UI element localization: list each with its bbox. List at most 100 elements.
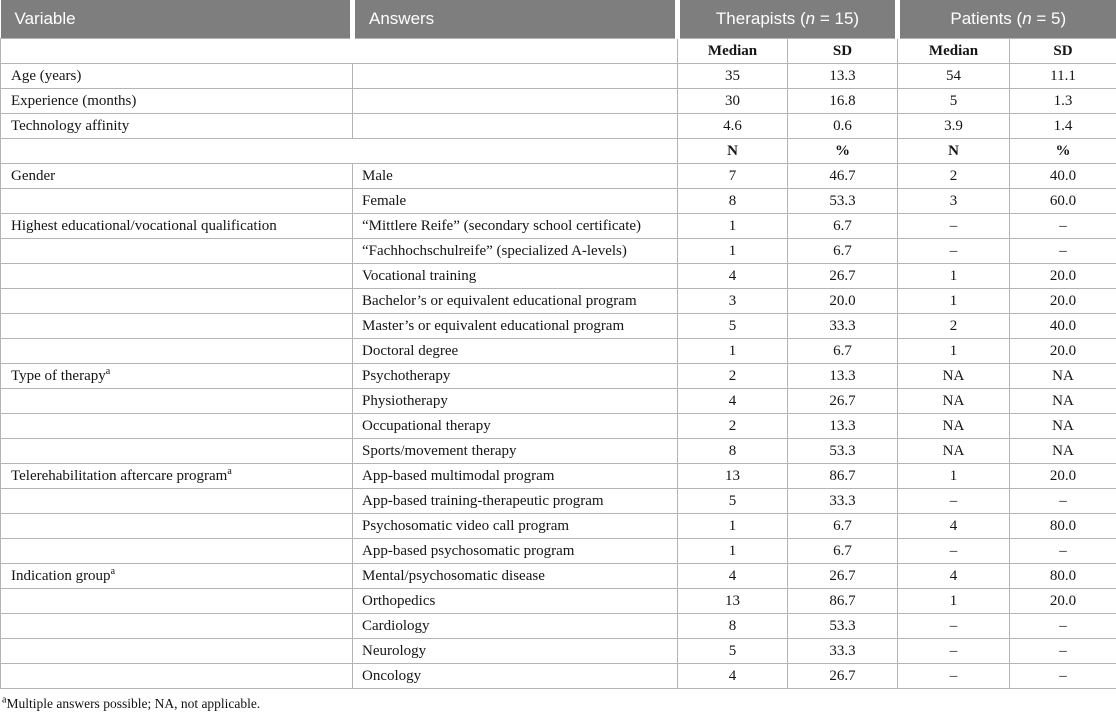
therapists-label-post: = 15) [815,9,860,28]
variable-cell [0,588,353,614]
value-cell: NA [1009,388,1116,414]
table-body: Median SD Median SD Age (years) 35 13.3 54 11.1 E… [0,38,1116,689]
value-cell: 2 [897,313,1011,339]
value-cell: 1.3 [1009,88,1116,114]
value-cell: 8 [677,438,788,464]
value-cell: 8 [677,188,788,214]
value-cell: 8 [677,613,788,639]
variable-footnote-sup: a [110,566,116,577]
row-spacer-cell [0,138,678,164]
table-row: Gender Male 7 46.7 2 40.0 [0,163,1116,189]
value-cell: NA [897,413,1011,439]
variable-cell: Highest educational/vocational qualifica… [0,213,353,239]
answer-cell: Psychosomatic video call program [352,513,678,539]
table-row: Female 8 53.3 3 60.0 [0,188,1116,214]
value-cell: – [1009,488,1116,514]
answer-cell: Vocational training [352,263,678,289]
value-cell: 53.3 [786,613,899,639]
answer-cell: Female [352,188,678,214]
value-cell: 20.0 [786,288,899,314]
value-cell: 26.7 [786,388,899,414]
value-cell: 1 [677,538,788,564]
value-cell: 54 [897,63,1011,89]
value-cell: – [897,538,1011,564]
answer-cell: Doctoral degree [352,338,678,364]
value-cell: NA [897,438,1011,464]
therapists-n-italic: n [805,9,816,28]
value-cell: 1.4 [1009,113,1116,139]
stat-header-cell: SD [786,38,899,64]
value-cell: 53.3 [786,188,899,214]
col-header-answers: Answers [352,0,680,39]
variable-cell: Technology affinity [0,113,353,139]
value-cell: – [1009,613,1116,639]
value-cell: NA [897,388,1011,414]
answer-cell: App-based psychosomatic program [352,538,678,564]
variable-cell: Indication groupa [0,563,353,589]
value-cell: 26.7 [786,663,899,689]
value-cell: 6.7 [786,513,899,539]
value-cell: 86.7 [786,588,899,614]
value-cell: 1 [897,263,1011,289]
value-cell: – [897,638,1011,664]
stat-header-row: Median SD Median SD [0,38,1116,64]
answer-cell [352,63,678,89]
therapists-label-pre: Therapists ( [715,9,806,28]
table-header-row: Variable Answers Therapists (n = 15) Pat… [0,0,1116,39]
variable-cell [0,388,353,414]
value-cell: 20.0 [1009,588,1116,614]
value-cell: 20.0 [1009,263,1116,289]
value-cell: 1 [677,338,788,364]
value-cell: 6.7 [786,238,899,264]
value-cell: 6.7 [786,213,899,239]
variable-label: Type of therapy [11,368,106,384]
table-row: Orthopedics 13 86.7 1 20.0 [0,588,1116,614]
value-cell: 1 [677,238,788,264]
table-row: Sports/movement therapy 8 53.3 NA NA [0,438,1116,464]
value-cell: 3 [677,288,788,314]
value-cell: – [897,613,1011,639]
value-cell: 20.0 [1009,338,1116,364]
value-cell: – [1009,213,1116,239]
answer-cell: Cardiology [352,613,678,639]
stat-header-cell: % [786,138,899,164]
stat-header-cell: SD [1009,38,1116,64]
value-cell: 33.3 [786,638,899,664]
stat-header-row: N% N% [0,138,1116,164]
value-cell: 4 [677,563,788,589]
value-cell: 13.3 [786,413,899,439]
value-cell: 46.7 [786,163,899,189]
answer-cell: “Fachhochschulreife” (specialized A-leve… [352,238,678,264]
variable-cell [0,488,353,514]
col-header-therapists: Therapists (n = 15) [677,0,901,39]
value-cell: 2 [677,363,788,389]
value-cell: NA [1009,438,1116,464]
table-row: App-based training-therapeutic program 5 3… [0,488,1116,514]
value-cell: 40.0 [1009,163,1116,189]
value-cell: – [1009,538,1116,564]
stat-header-cell: N [677,138,788,164]
value-cell: 0.6 [786,113,899,139]
value-cell: 33.3 [786,488,899,514]
value-cell: 1 [897,588,1011,614]
value-cell: 4 [897,513,1011,539]
value-cell: 1 [677,213,788,239]
variable-footnote-sup: a [105,366,111,377]
value-cell: 13 [677,463,788,489]
table-row: “Fachhochschulreife” (specialized A-leve… [0,238,1116,264]
table-row: Master’s or equivalent educational progr… [0,313,1116,339]
demographics-table: Variable Answers Therapists (n = 15) Pat… [0,0,1116,689]
value-cell: 86.7 [786,463,899,489]
table-row: Technology affinity 4.6 0.6 3.9 1.4 [0,113,1116,139]
value-cell: 20.0 [1009,463,1116,489]
variable-cell [0,513,353,539]
variable-cell [0,288,353,314]
answer-cell: Male [352,163,678,189]
value-cell: 4 [677,388,788,414]
stat-header-cell: N [897,138,1011,164]
answer-cell: Oncology [352,663,678,689]
value-cell: 4.6 [677,113,788,139]
stat-header-cell: Median [897,38,1011,64]
variable-cell: Experience (months) [0,88,353,114]
